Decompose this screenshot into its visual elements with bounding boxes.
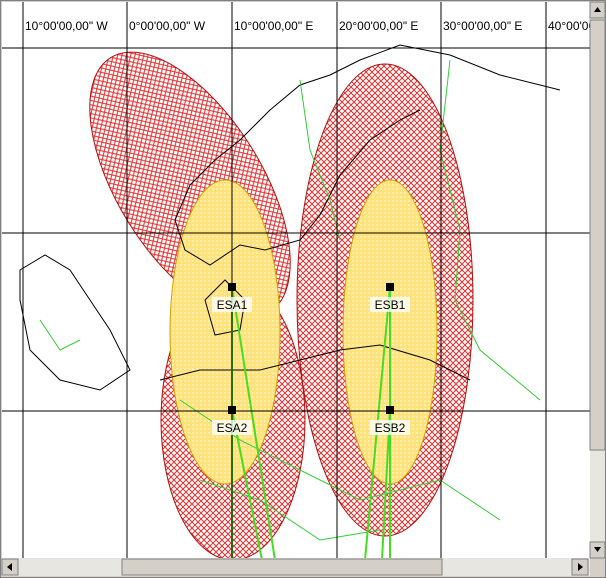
longitude-label: 0°00'00,00" W <box>129 19 206 33</box>
station-marker <box>228 406 236 414</box>
longitude-label: 30°00'00,00" E <box>443 19 522 33</box>
coastline <box>19 44 561 391</box>
longitude-label: 40°00'00,00" E <box>548 19 606 33</box>
longitude-label: 10°00'00,00" W <box>25 19 108 33</box>
horizontal-scrollbar[interactable] <box>1 558 590 576</box>
vertical-scrollbar[interactable] <box>589 1 606 559</box>
station-marker <box>386 283 394 291</box>
graticule <box>2 2 590 558</box>
stations: ESA1 ESA2 ESB1 ESB2 <box>212 283 410 435</box>
station-label: ESA1 <box>217 298 248 312</box>
station-label-bg <box>370 297 410 312</box>
station-marker <box>228 283 236 291</box>
station-label-bg <box>212 420 252 435</box>
coverage-inner <box>169 179 438 485</box>
longitude-label: 10°00'00,00" E <box>234 19 313 33</box>
station-label: ESA2 <box>217 421 248 435</box>
station-label-bg <box>212 297 252 312</box>
longitude-label: 20°00'00,00" E <box>339 19 418 33</box>
station-label: ESB2 <box>375 421 406 435</box>
station-label-bg <box>370 420 410 435</box>
station-marker <box>386 406 394 414</box>
station-label: ESB1 <box>375 298 406 312</box>
grid-labels: 10°00'00,00" W 0°00'00,00" W 10°00'00,00" … <box>25 19 606 33</box>
